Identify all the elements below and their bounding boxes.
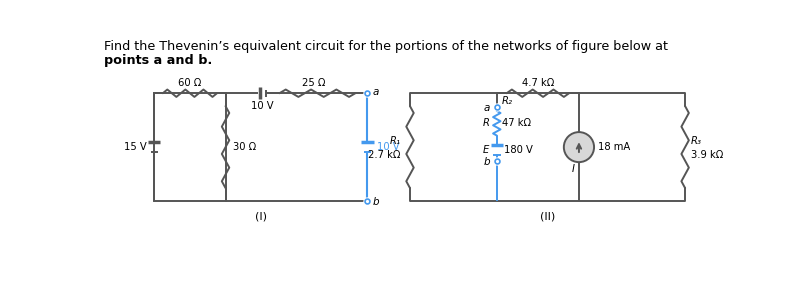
Text: R: R [483, 118, 490, 128]
Text: 18 mA: 18 mA [598, 142, 630, 152]
Text: 10 V: 10 V [251, 101, 274, 111]
Text: 60 Ω: 60 Ω [178, 78, 202, 88]
Text: R₃: R₃ [690, 136, 702, 146]
Text: 2.7 kΩ: 2.7 kΩ [368, 150, 401, 160]
Text: 25 Ω: 25 Ω [302, 78, 326, 88]
Text: R₂: R₂ [502, 96, 513, 106]
Text: 10 V: 10 V [377, 142, 399, 152]
Text: 15 V: 15 V [124, 142, 146, 152]
Text: b: b [373, 197, 379, 207]
Text: b: b [483, 157, 490, 167]
Text: (I): (I) [255, 212, 267, 222]
Text: 3.9 kΩ: 3.9 kΩ [690, 150, 723, 160]
Text: 47 kΩ: 47 kΩ [502, 118, 531, 128]
Text: E: E [482, 145, 489, 155]
Text: R₁: R₁ [390, 136, 401, 146]
Text: a: a [373, 88, 379, 98]
Text: points a and b.: points a and b. [104, 54, 212, 67]
Text: 180 V: 180 V [504, 145, 533, 155]
Text: Find the Thevenin’s equivalent circuit for the portions of the networks of figur: Find the Thevenin’s equivalent circuit f… [104, 40, 668, 53]
Circle shape [564, 132, 594, 162]
Text: I: I [572, 164, 575, 174]
Text: (II): (II) [540, 212, 555, 222]
Text: 4.7 kΩ: 4.7 kΩ [522, 78, 554, 88]
Text: a: a [483, 103, 490, 113]
Text: 30 Ω: 30 Ω [233, 142, 256, 152]
